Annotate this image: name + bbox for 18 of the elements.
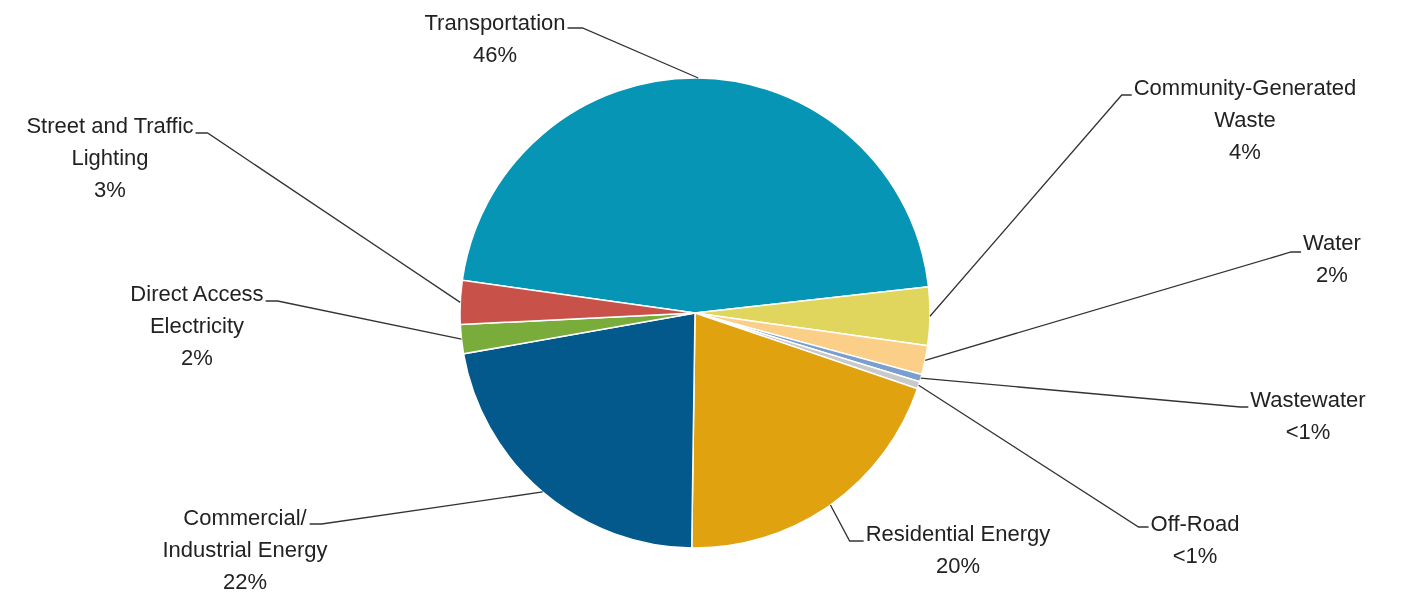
slice-label: Residential Energy [865, 521, 1051, 546]
data-label: 20% [935, 553, 981, 578]
slice-label: Off-Road [1150, 511, 1240, 536]
slice-label: Transportation [424, 10, 566, 35]
slice-label: Commercial/ Industrial Energy [162, 505, 328, 562]
slice-label: Community-Generated Waste [1133, 75, 1357, 132]
slice-label: Direct Access Electricity [130, 281, 264, 338]
data-label: <1% [1285, 419, 1331, 444]
slice-label: Wastewater [1250, 387, 1366, 412]
data-label: 3% [94, 177, 126, 202]
data-label: <1% [1172, 543, 1218, 568]
data-label: 46% [472, 42, 518, 67]
data-label: 2% [1316, 262, 1348, 287]
data-label: 2% [181, 345, 213, 370]
slice-label: Street and Traffic Lighting [26, 113, 194, 170]
data-label: 4% [1229, 139, 1261, 164]
slice-label: Water [1303, 230, 1361, 255]
data-label: 22% [222, 569, 268, 594]
